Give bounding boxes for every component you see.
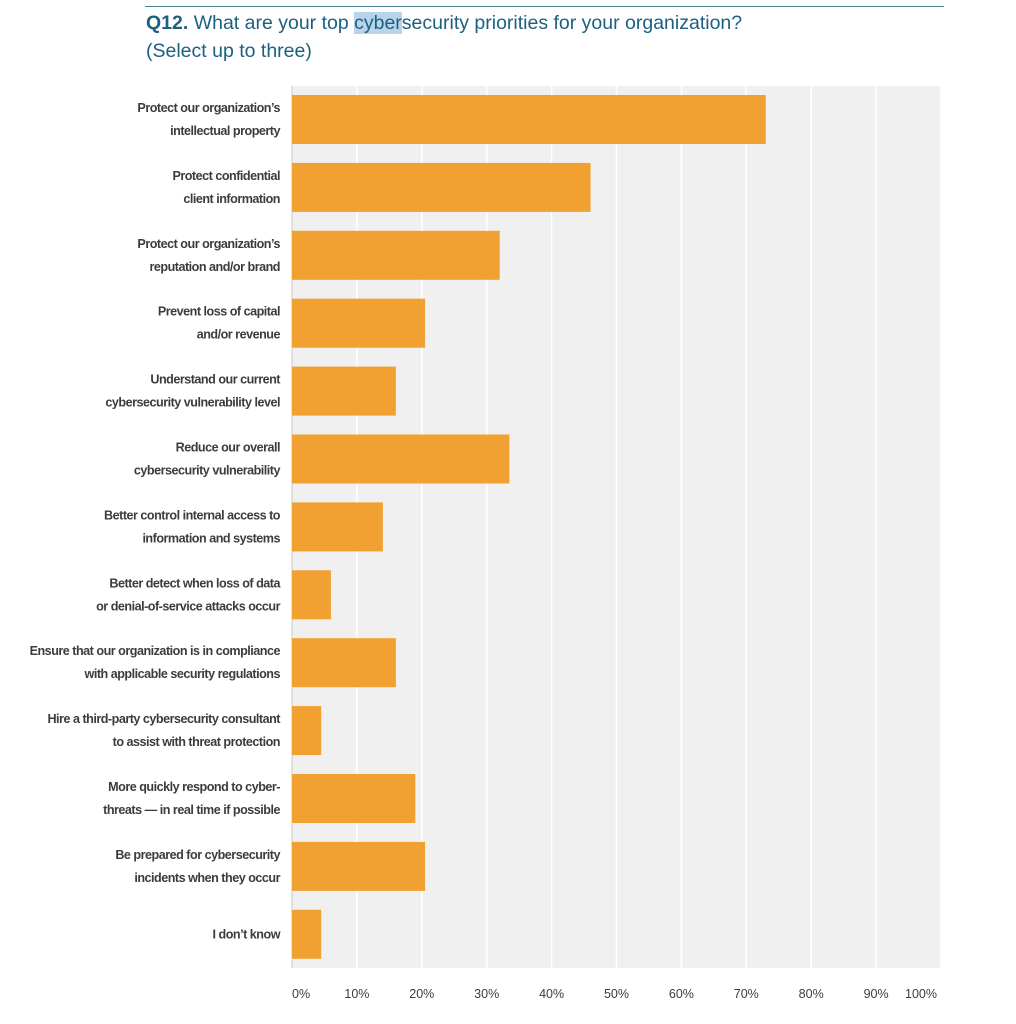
category-label: threats — in real time if possible [103,803,280,817]
category-label: Prevent loss of capital [158,305,280,319]
header-rule [145,6,944,7]
x-tick-label: 80% [799,987,824,1001]
bar[interactable] [292,706,322,756]
bar[interactable] [292,774,416,823]
bar[interactable] [292,230,500,280]
category-label: and/or revenue [197,328,281,342]
category-label: intellectual property [170,124,280,138]
category-label: cybersecurity vulnerability [134,464,281,478]
category-label: Protect our organization’s [137,237,280,251]
category-label: reputation and/or brand [149,260,280,274]
x-tick-label: 40% [539,987,564,1001]
category-label: Ensure that our organization is in compl… [30,644,281,658]
x-tick-label: 30% [474,987,499,1001]
bar[interactable] [292,502,383,552]
x-tick-label: 70% [734,987,759,1001]
category-label: Be prepared for cybersecurity [115,848,280,862]
category-label: Better detect when loss of data [109,576,281,590]
question-number: Q12. [146,12,189,34]
category-label: Understand our current [150,373,281,387]
category-label: Hire a third-party cybersecurity consult… [47,712,281,726]
bar[interactable] [292,162,591,212]
category-label: Protect our organization’s [137,101,280,115]
x-tick-label: 10% [344,987,369,1001]
bar[interactable] [292,366,396,416]
bar[interactable] [292,434,510,484]
question-title: Q12. What are your top cybersecurity pri… [146,9,946,65]
x-tick-label: 50% [604,987,629,1001]
category-label: cybersecurity vulnerability level [105,396,280,410]
bar[interactable] [292,95,766,144]
bar[interactable] [292,638,396,688]
category-label: or denial-of-service attacks occur [96,599,280,613]
category-label: incidents when they occur [134,871,280,885]
category-label: More quickly respond to cyber- [108,780,280,794]
question-text-end: security priorities for your organizatio… [401,12,743,34]
bar[interactable] [292,298,426,348]
category-label: Reduce our overall [176,441,280,455]
category-label: Protect confidential [172,169,280,183]
x-tick-label: 100% [905,987,937,1001]
category-label: client information [183,192,280,206]
x-tick-label: 60% [669,987,694,1001]
category-label: Better control internal access to [104,508,281,522]
x-tick-label: 0% [292,987,310,1001]
category-label: I don’t know [213,927,281,941]
bar[interactable] [292,570,331,620]
question-subtitle: (Select up to three) [146,40,312,62]
bar[interactable] [292,841,426,891]
category-label: information and systems [142,531,280,545]
category-label: to assist with threat protection [113,735,280,749]
question-text-highlight[interactable]: cyber [354,12,402,34]
x-tick-label: 90% [864,987,889,1001]
category-label: with applicable security regulations [84,667,281,681]
bar[interactable] [292,909,322,959]
x-tick-label: 20% [409,987,434,1001]
question-text-start: What are your top [188,12,355,34]
